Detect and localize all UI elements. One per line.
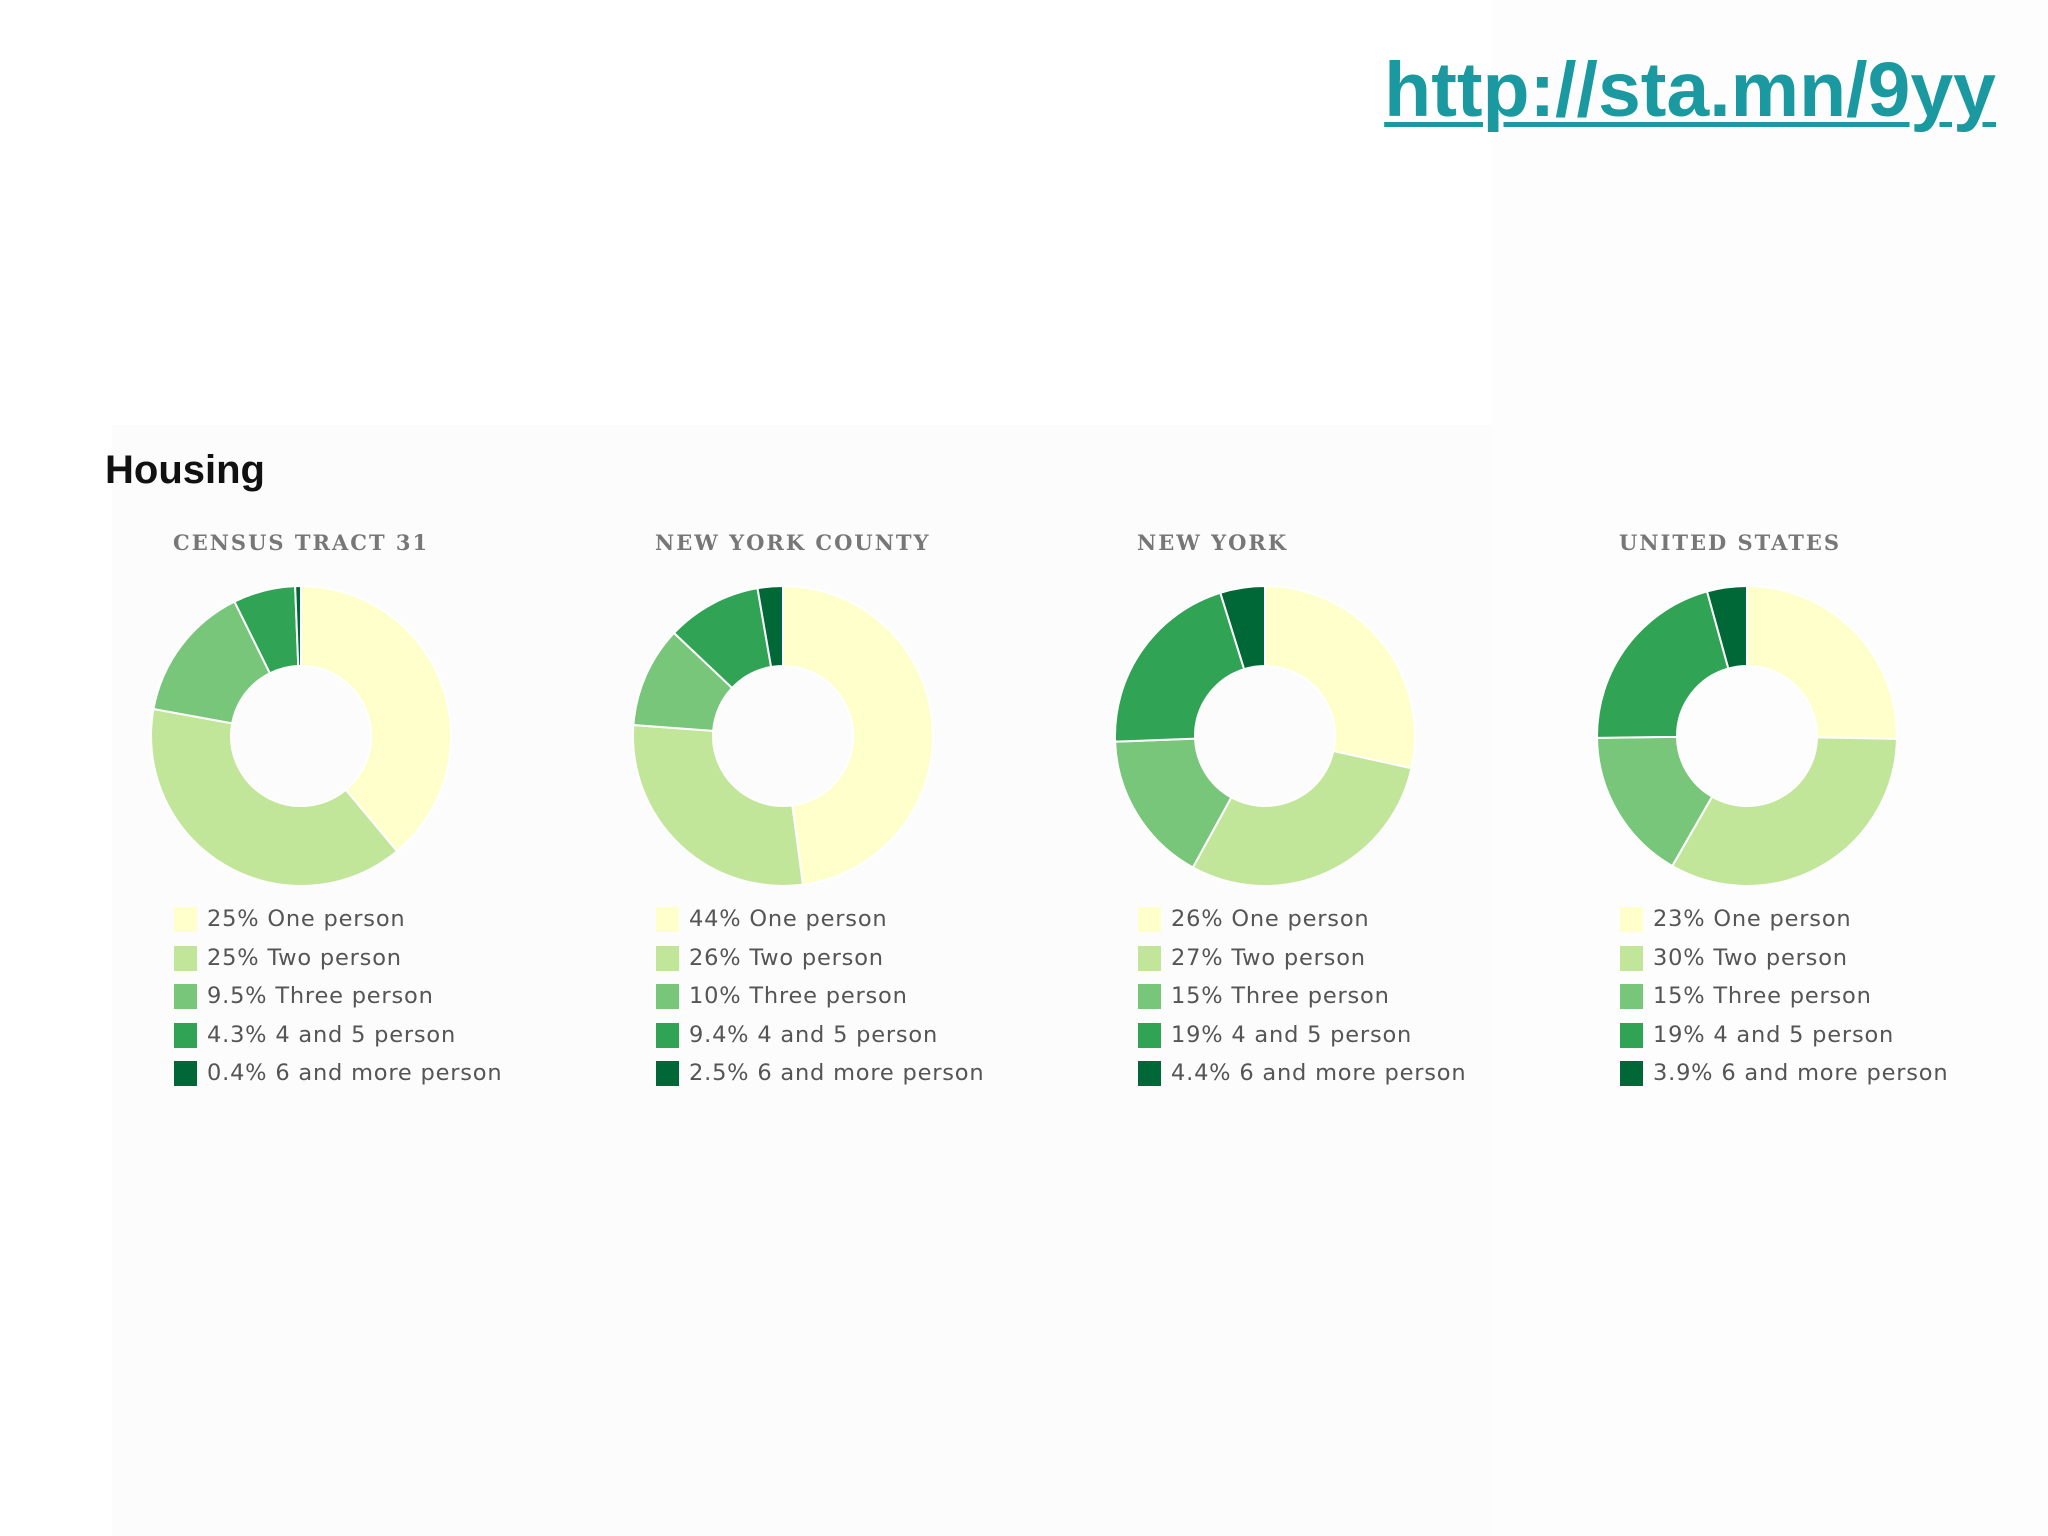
slice-two-person <box>632 723 805 887</box>
chart-title: NEW YORK COUNTY <box>655 530 931 555</box>
legend-label: 15% Three person <box>1171 983 1390 1009</box>
legend-swatch <box>656 1022 679 1048</box>
slice-one-person <box>782 584 934 886</box>
slice-three-person <box>1595 735 1714 868</box>
legend-label: 4.3% 4 and 5 person <box>207 1021 457 1048</box>
slice-three-person <box>1114 737 1233 869</box>
legend-swatch <box>174 1022 197 1048</box>
donut-chart <box>150 584 452 887</box>
legend-swatch <box>656 907 679 932</box>
legend-swatch <box>1138 945 1161 971</box>
background-panel <box>1492 0 2048 1536</box>
slice-6-and-more-person <box>1705 584 1748 670</box>
legend-label: 23% One person <box>1653 906 1852 932</box>
slice-two-person <box>1670 736 1898 887</box>
legend-label: 10% Three person <box>689 983 908 1009</box>
legend-swatch <box>656 1061 679 1086</box>
legend-swatch <box>1138 1061 1161 1086</box>
legend-swatch <box>656 945 679 971</box>
legend-label: 25% Two person <box>207 944 402 971</box>
slice-6-and-more-person <box>1219 584 1266 671</box>
legend-swatch <box>174 984 197 1009</box>
legend-label: 19% 4 and 5 person <box>1653 1021 1895 1048</box>
slice-4-and-5-person <box>1596 590 1730 739</box>
chart-title: NEW YORK <box>1137 530 1289 555</box>
slice-6-and-more-person <box>294 584 302 668</box>
donut-chart <box>1114 584 1416 887</box>
slice-two-person <box>150 707 399 887</box>
legend-swatch <box>1620 1061 1643 1086</box>
slice-one-person <box>1746 584 1898 740</box>
legend-label: 30% Two person <box>1653 944 1848 971</box>
legend-label: 27% Two person <box>1171 944 1366 971</box>
slice-one-person <box>300 584 452 853</box>
chart-united-states: UNITED STATES 23% One person 30% Two pers… <box>1587 530 2048 1090</box>
legend-label: 19% 4 and 5 person <box>1171 1021 1413 1048</box>
section-title: Housing <box>105 448 265 492</box>
legend-label: 44% One person <box>689 906 888 932</box>
legend-swatch <box>174 907 197 932</box>
legend-swatch <box>1620 945 1643 971</box>
legend-label: 15% Three person <box>1653 983 1872 1009</box>
legend-swatch <box>1620 907 1643 932</box>
legend-swatch <box>1620 1022 1643 1048</box>
legend-swatch <box>1138 984 1161 1009</box>
legend-label: 26% One person <box>1171 906 1370 932</box>
legend-swatch <box>1620 984 1643 1009</box>
chart-title: CENSUS TRACT 31 <box>173 530 430 555</box>
legend-label: 26% Two person <box>689 944 884 971</box>
legend-label: 0.4% 6 and more person <box>207 1060 503 1086</box>
slice-6-and-more-person <box>756 584 784 669</box>
chart-new-york: NEW YORK 26% One person 27% Two person 15%… <box>1105 530 1585 1090</box>
donut-chart <box>632 584 934 887</box>
chart-new-york-county: NEW YORK COUNTY 44% One person 26% Two pe… <box>623 530 1103 1090</box>
slice-two-person <box>1191 749 1413 887</box>
legend-label: 9.5% Three person <box>207 983 434 1009</box>
legend-swatch <box>656 984 679 1009</box>
slice-one-person <box>1264 584 1416 770</box>
legend-label: 9.4% 4 and 5 person <box>689 1021 939 1048</box>
legend-label: 25% One person <box>207 906 406 932</box>
slice-4-and-5-person <box>1114 591 1246 743</box>
legend-swatch <box>174 945 197 971</box>
legend-swatch <box>174 1061 197 1086</box>
legend-label: 2.5% 6 and more person <box>689 1060 985 1086</box>
legend-label: 4.4% 6 and more person <box>1171 1060 1467 1086</box>
chart-title: UNITED STATES <box>1619 530 1842 555</box>
legend-label: 3.9% 6 and more person <box>1653 1060 1949 1086</box>
legend-swatch <box>1138 907 1161 932</box>
chart-census-tract-31: CENSUS TRACT 31 25% One person 25% Two pe… <box>141 530 621 1090</box>
legend-swatch <box>1138 1022 1161 1048</box>
short-url-link[interactable]: http://sta.mn/9yy <box>1384 47 1996 133</box>
donut-chart <box>1595 584 1898 887</box>
